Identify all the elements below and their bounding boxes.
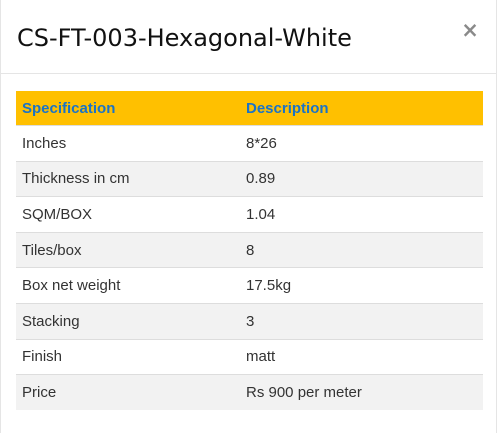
spec-cell: Inches <box>16 125 240 162</box>
description-cell: matt <box>240 338 483 375</box>
description-cell: 8*26 <box>240 125 483 162</box>
table-row: Price Rs 900 per meter <box>16 374 483 410</box>
description-cell: 8 <box>240 231 483 268</box>
description-cell: 17.5kg <box>240 267 483 304</box>
spec-cell: Finish <box>16 338 240 375</box>
table-row: SQM/BOX 1.04 <box>16 196 483 233</box>
column-header-description: Description <box>246 99 329 117</box>
description-cell: 1.04 <box>240 196 483 233</box>
table-row: Finish matt <box>16 338 483 375</box>
modal-title: CS-FT-003-Hexagonal-White <box>17 24 352 52</box>
modal-body: Specification Description Inches 8*26 Th… <box>16 91 483 410</box>
close-button[interactable]: × <box>461 18 479 42</box>
spec-cell: Stacking <box>16 302 240 340</box>
table-row: Inches 8*26 <box>16 125 483 162</box>
spec-cell: Box net weight <box>16 267 240 304</box>
modal-header: CS-FT-003-Hexagonal-White × <box>1 0 496 74</box>
spec-cell: Price <box>16 374 240 410</box>
column-header-specification: Specification <box>22 99 116 117</box>
table-row: Box net weight 17.5kg <box>16 267 483 304</box>
description-cell: 3 <box>240 302 483 340</box>
table-row: Tiles/box 8 <box>16 231 483 268</box>
table-header-row: Specification Description <box>16 91 483 126</box>
spec-cell: SQM/BOX <box>16 196 240 233</box>
spec-cell: Tiles/box <box>16 231 240 268</box>
description-cell: 0.89 <box>240 160 483 197</box>
spec-cell: Thickness in cm <box>16 160 240 197</box>
specification-table: Specification Description Inches 8*26 Th… <box>16 91 483 410</box>
table-row: Thickness in cm 0.89 <box>16 160 483 197</box>
description-cell: Rs 900 per meter <box>240 374 483 410</box>
table-row: Stacking 3 <box>16 302 483 340</box>
